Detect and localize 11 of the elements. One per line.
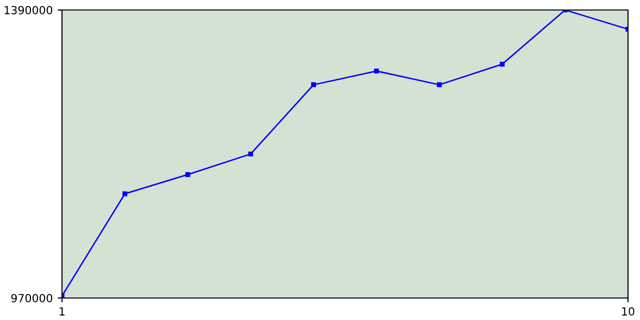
point — [122, 191, 128, 196]
x-tick-label: 1 — [60, 307, 65, 316]
x-tick-label: 10 — [622, 307, 634, 316]
point — [436, 82, 442, 88]
point — [185, 172, 190, 177]
y-tick-label: 1390000 — [4, 6, 52, 14]
point — [311, 82, 316, 88]
point — [374, 68, 379, 74]
point — [248, 152, 254, 156]
point — [500, 62, 505, 67]
y-tick-label: 970000 — [11, 294, 52, 302]
